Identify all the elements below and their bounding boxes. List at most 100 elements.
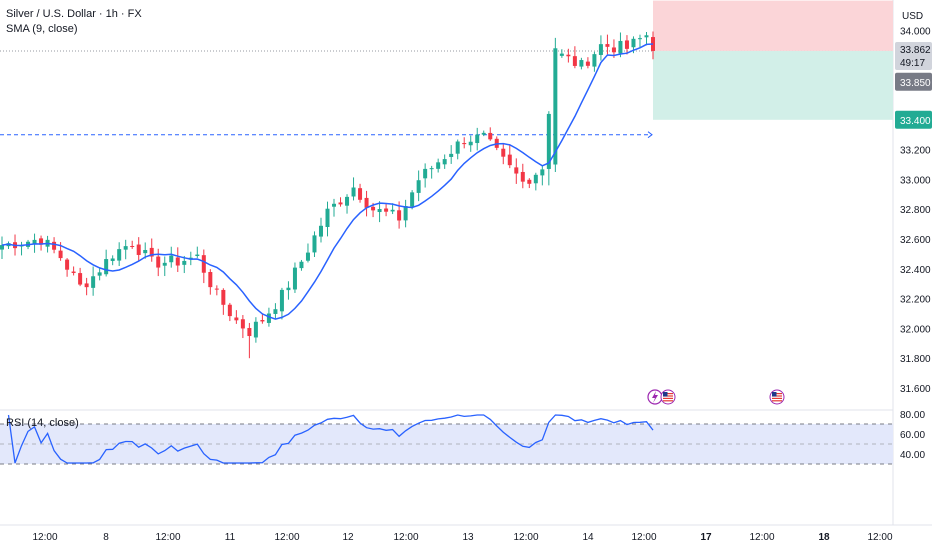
price-tick-label: 32.600 — [900, 235, 931, 246]
candle-body — [71, 271, 76, 273]
flag-stripe — [663, 393, 673, 395]
stop-loss-zone — [653, 0, 893, 51]
candle-body — [65, 259, 70, 270]
candle-body — [644, 35, 649, 38]
candle-body — [292, 267, 297, 290]
candle-body — [345, 196, 350, 206]
rsi-layer — [0, 414, 893, 465]
candle-body — [201, 255, 206, 273]
flag-canton — [772, 392, 777, 397]
candle-body — [579, 60, 584, 67]
position-zones[interactable] — [653, 0, 893, 120]
candle-body — [553, 48, 558, 165]
time-tick-label: 11 — [225, 532, 236, 543]
candle-body — [351, 187, 356, 197]
candle-body — [149, 247, 154, 257]
sma-legend[interactable]: SMA (9, close) — [6, 23, 78, 35]
candle-body — [130, 245, 135, 247]
flag-stripe — [663, 400, 673, 402]
lightning-bolt — [652, 391, 658, 403]
time-tick-label: 12:00 — [867, 532, 892, 543]
time-tick-label: 8 — [103, 532, 109, 543]
candle-body — [449, 153, 454, 157]
time-tick-label: 12:00 — [155, 532, 180, 543]
candle-body — [279, 289, 284, 312]
candle-body — [143, 249, 148, 254]
candle-body — [312, 235, 317, 253]
candle-body — [364, 197, 369, 208]
candle-body — [572, 56, 577, 66]
candle-body — [325, 208, 330, 227]
symbol-title[interactable]: Silver / U.S. Dollar · 1h · FX — [6, 8, 142, 20]
flag-stripe — [663, 397, 673, 399]
level-arrow-icon — [647, 131, 653, 139]
candle-body — [390, 209, 395, 212]
sma-value-tag — [895, 72, 932, 91]
candle-body — [605, 44, 610, 47]
candle-body — [442, 159, 447, 165]
us-flag-icon[interactable] — [660, 389, 676, 405]
time-tick-label: 12:00 — [749, 532, 774, 543]
last-price-value: 33.862 — [900, 45, 931, 56]
candle-body — [559, 53, 564, 56]
candle-body — [227, 304, 232, 317]
candle-body — [286, 287, 291, 291]
candle-body — [332, 203, 337, 207]
candle-body — [618, 40, 623, 54]
bar-countdown: 49:17 — [900, 58, 925, 69]
candle-body — [481, 132, 486, 135]
candle-body — [488, 132, 493, 140]
target-price-tag — [895, 110, 932, 129]
candle-body — [305, 252, 310, 261]
candle-body — [371, 206, 376, 211]
rsi-legend[interactable]: RSI (14, close) — [6, 417, 79, 429]
candle-body — [416, 180, 421, 193]
candle-body — [624, 40, 629, 49]
time-tick-label: 12:00 — [32, 532, 57, 543]
candle-body — [598, 44, 603, 55]
candle-body — [84, 283, 89, 288]
candle-body — [208, 272, 213, 288]
candle-body — [631, 38, 636, 48]
flag-stripe — [772, 400, 782, 402]
candle-body — [260, 319, 265, 322]
candle-body — [0, 245, 4, 250]
candle-body — [253, 321, 258, 338]
sma-line — [1, 43, 654, 320]
price-tick-label: 32.800 — [900, 205, 931, 216]
price-tick-label: 31.800 — [900, 354, 931, 365]
candle-body — [507, 154, 512, 166]
candle-body — [514, 167, 519, 174]
candle-body — [162, 262, 167, 266]
candle-body — [91, 276, 96, 288]
time-tick-label: 17 — [700, 532, 712, 543]
events-layer[interactable] — [647, 389, 785, 405]
price-tick-label: 32.000 — [900, 324, 931, 335]
lightning-icon[interactable] — [647, 389, 663, 405]
rsi-tick-label: 60.00 — [900, 430, 925, 441]
price-tick-label: 32.200 — [900, 295, 931, 306]
candle-body — [195, 254, 200, 256]
candle-body — [32, 239, 37, 244]
rsi-band — [0, 424, 893, 464]
candle-body — [527, 179, 532, 184]
flag-stripe — [772, 397, 782, 399]
flag-canton — [663, 392, 668, 397]
candle-body — [566, 54, 571, 57]
candle-body — [384, 208, 389, 212]
candle-body — [97, 272, 102, 276]
sma-layer — [1, 43, 654, 320]
time-tick-label: 14 — [582, 532, 594, 543]
candle-body — [58, 250, 63, 259]
price-tick-label: 33.000 — [900, 175, 931, 186]
candle-body — [175, 257, 180, 266]
time-tick-label: 12:00 — [274, 532, 299, 543]
us-flag-icon[interactable] — [769, 389, 785, 405]
candle-body — [156, 256, 161, 268]
candle-body — [475, 134, 480, 144]
candle-body — [540, 169, 545, 176]
time-tick-label: 18 — [818, 532, 830, 543]
candle-body — [169, 255, 174, 263]
